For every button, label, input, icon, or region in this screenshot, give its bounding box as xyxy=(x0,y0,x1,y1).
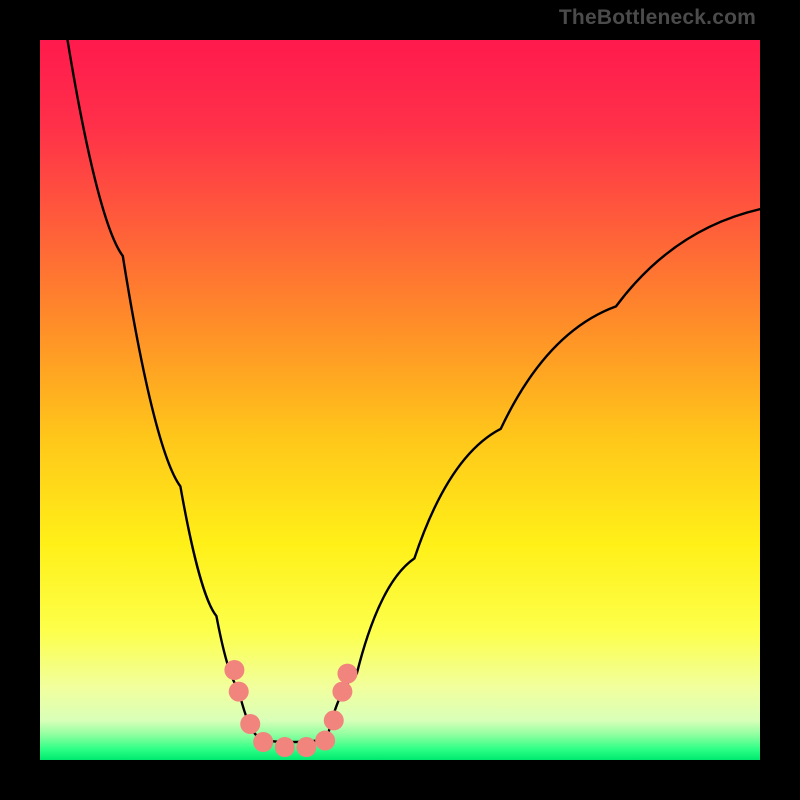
curve-marker xyxy=(315,731,335,751)
curve-marker xyxy=(224,660,244,680)
curve-marker xyxy=(337,664,357,684)
bottleneck-curve xyxy=(65,40,760,742)
curve-marker xyxy=(240,714,260,734)
plot-area xyxy=(40,40,760,760)
curve-marker xyxy=(324,710,344,730)
curve-marker xyxy=(275,737,295,757)
curve-layer xyxy=(40,40,760,760)
curve-marker xyxy=(296,737,316,757)
curve-marker xyxy=(229,682,249,702)
curve-marker xyxy=(332,682,352,702)
watermark-text: TheBottleneck.com xyxy=(559,6,756,30)
curve-marker xyxy=(253,732,273,752)
chart-frame: TheBottleneck.com xyxy=(0,0,800,800)
